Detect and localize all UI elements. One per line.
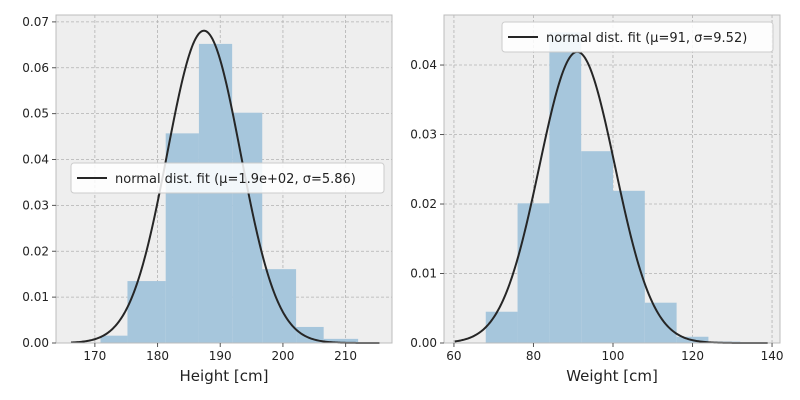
- histogram-bar: [232, 112, 263, 344]
- x-tick-label: 180: [146, 349, 169, 363]
- y-tick-label: 0.06: [22, 61, 49, 75]
- histogram-bar: [100, 335, 128, 343]
- x-tick-label: 170: [83, 349, 106, 363]
- y-tick-label: 0.00: [410, 336, 437, 350]
- y-tick-label: 0.02: [22, 244, 49, 258]
- histogram-bar: [549, 32, 582, 343]
- y-tick-label: 0.04: [22, 153, 49, 167]
- plot-frame: [55, 14, 393, 344]
- y-tick-label: 0.03: [22, 198, 49, 212]
- normal-fit-line: [70, 29, 380, 344]
- histogram-bar: [517, 203, 550, 343]
- y-tick-label: 0.07: [22, 15, 49, 29]
- plot-frame: [443, 14, 781, 344]
- y-tick-label: 0.00: [22, 336, 49, 350]
- legend-box: [70, 162, 385, 194]
- legend: normal dist. fit (μ=91, σ=9.52): [501, 21, 774, 53]
- histogram-bar: [127, 281, 166, 343]
- y-tick-label: 0.01: [22, 290, 49, 304]
- x-tick-label: 80: [526, 349, 541, 363]
- y-tick-label: 0.03: [410, 128, 437, 142]
- x-tick-label: 60: [446, 349, 461, 363]
- x-axis-label: Height [cm]: [180, 367, 269, 385]
- histogram-bar: [581, 151, 613, 343]
- legend: normal dist. fit (μ=1.9e+02, σ=5.86): [70, 162, 385, 194]
- x-tick-label: 100: [602, 349, 625, 363]
- x-tick-label: 140: [761, 349, 784, 363]
- y-tick-label: 0.01: [410, 267, 437, 281]
- histogram-bar: [644, 302, 677, 343]
- y-tick-label: 0.02: [410, 197, 437, 211]
- y-tick-label: 0.04: [410, 58, 437, 72]
- legend-box: [501, 21, 774, 53]
- y-tick-label: 0.05: [22, 107, 49, 121]
- x-tick-label: 200: [271, 349, 294, 363]
- x-axis-label: Weight [cm]: [566, 367, 658, 385]
- x-tick-label: 210: [334, 349, 357, 363]
- height-histogram-panel: 170 180 190 200 210 0.00 0.01 0.02 0.03 0.04 0.05 0…: [22, 14, 393, 385]
- histogram-bar: [323, 338, 359, 343]
- x-tick-label: 190: [209, 349, 232, 363]
- legend-label: normal dist. fit (μ=1.9e+02, σ=5.86): [115, 172, 356, 187]
- histogram-bar: [485, 311, 518, 343]
- x-tick-label: 120: [681, 349, 704, 363]
- legend-label: normal dist. fit (μ=91, σ=9.52): [546, 31, 747, 46]
- weight-histogram-panel: 60 80 100 120 140 0.00 0.01 0.02 0.03 0.04 Weight …: [410, 14, 784, 385]
- histogram-bar: [296, 326, 324, 343]
